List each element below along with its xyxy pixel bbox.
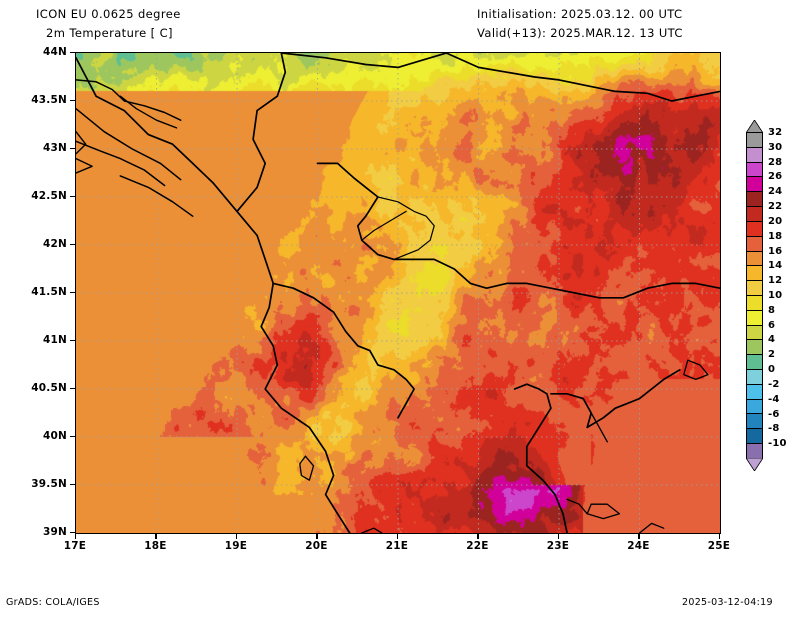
colorbar-over-arrow xyxy=(746,120,763,133)
latitude-tick-label: 39N xyxy=(43,526,67,538)
colorbar-tick-label: 10 xyxy=(768,290,783,301)
valid-time: Valid(+13): 2025.MAR.12. 13 UTC xyxy=(477,26,683,40)
colorbar: 32 30 28 26 24 22 20 18 16 14 12 10 8 6 4 2 0 -2 -4 -6 -8 -10 xyxy=(744,120,796,471)
colorbar-band xyxy=(747,162,762,178)
colorbar-tick-label: -2 xyxy=(768,378,780,390)
colorbar-band xyxy=(747,384,762,400)
colorbar-band xyxy=(747,399,762,415)
colorbar-tick-label: 20 xyxy=(768,215,783,227)
latitude-tick-label: 41.5N xyxy=(31,286,67,298)
longitude-tick-mark xyxy=(235,534,237,539)
temperature-field xyxy=(76,53,720,533)
latitude-tick-mark xyxy=(70,387,75,389)
latitude-tick-label: 43N xyxy=(43,142,67,154)
longitude-tick-label: 17E xyxy=(63,540,87,552)
colorbar-tick-label: 2 xyxy=(768,349,776,361)
credit-label: GrADS: COLA/IGES xyxy=(6,597,100,608)
colorbar-band xyxy=(747,133,762,148)
colorbar-band xyxy=(747,370,762,385)
colorbar-band xyxy=(747,221,762,237)
colorbar-band xyxy=(747,340,762,356)
longitude-tick-label: 25E xyxy=(707,540,731,552)
latitude-tick-label: 43.5N xyxy=(31,94,67,106)
colorbar-tick-label: 14 xyxy=(768,260,783,272)
latitude-tick-label: 42.5N xyxy=(31,190,67,202)
generated-timestamp: 2025-03-12-04:19 xyxy=(682,597,773,608)
colorbar-band xyxy=(747,355,762,370)
colorbar-bands xyxy=(746,132,763,459)
latitude-tick-mark xyxy=(70,435,75,437)
map-plot-area xyxy=(75,52,721,534)
latitude-tick-mark xyxy=(70,339,75,341)
colorbar-tick-label: 12 xyxy=(768,275,783,287)
colorbar-tick-label: 6 xyxy=(768,319,776,331)
longitude-tick-mark xyxy=(477,534,479,539)
colorbar-tick-label: 0 xyxy=(768,364,776,376)
model-title: ICON EU 0.0625 degree xyxy=(36,7,181,21)
colorbar-tick-label: -8 xyxy=(768,423,780,435)
colorbar-band xyxy=(747,251,762,267)
longitude-tick-label: 19E xyxy=(224,540,248,552)
latitude-tick-mark xyxy=(70,51,75,53)
colorbar-tick-label: 26 xyxy=(768,171,783,183)
colorbar-band xyxy=(747,207,762,222)
colorbar-band xyxy=(747,444,762,459)
longitude-tick-mark xyxy=(74,534,76,539)
colorbar-tick-label: 8 xyxy=(768,304,776,316)
longitude-tick-label: 24E xyxy=(627,540,650,552)
longitude-tick-label: 23E xyxy=(546,540,570,552)
latitude-tick-mark xyxy=(70,195,75,197)
latitude-tick-mark xyxy=(70,291,75,293)
initialisation-time: Initialisation: 2025.03.12. 00 UTC xyxy=(477,7,683,21)
colorbar-tick-label: 24 xyxy=(768,186,783,198)
colorbar-tick-label: 18 xyxy=(768,230,783,242)
colorbar-tick-label: 16 xyxy=(768,245,783,257)
colorbar-band xyxy=(747,429,762,445)
longitude-tick-mark xyxy=(718,534,720,539)
colorbar-tick-label: -10 xyxy=(768,438,787,450)
longitude-tick-label: 20E xyxy=(305,540,328,552)
colorbar-tick-label: 32 xyxy=(768,127,783,138)
variable-title: 2m Temperature [ C] xyxy=(46,26,173,40)
latitude-tick-mark xyxy=(70,147,75,149)
colorbar-band xyxy=(747,266,762,282)
colorbar-band xyxy=(747,147,762,163)
latitude-tick-label: 42N xyxy=(43,238,67,250)
colorbar-band xyxy=(747,414,762,430)
longitude-tick-label: 22E xyxy=(466,540,489,552)
colorbar-tick-label: 28 xyxy=(768,156,783,168)
latitude-tick-label: 40.5N xyxy=(31,382,67,394)
longitude-tick-mark xyxy=(316,534,318,539)
latitude-tick-label: 39.5N xyxy=(31,478,67,490)
longitude-tick-label: 21E xyxy=(385,540,409,552)
colorbar-under-arrow xyxy=(746,458,763,471)
longitude-tick-mark xyxy=(396,534,398,539)
longitude-tick-mark xyxy=(155,534,157,539)
colorbar-band xyxy=(747,310,762,326)
latitude-tick-label: 41N xyxy=(43,334,67,346)
colorbar-band xyxy=(747,192,762,208)
colorbar-tick-label: -6 xyxy=(768,408,780,420)
latitude-tick-label: 44N xyxy=(43,46,67,58)
latitude-tick-mark xyxy=(70,243,75,245)
colorbar-tick-label: 4 xyxy=(768,334,776,346)
latitude-tick-mark xyxy=(70,483,75,485)
latitude-tick-mark xyxy=(70,99,75,101)
colorbar-band xyxy=(747,295,762,311)
latitude-tick-mark xyxy=(70,531,75,533)
colorbar-tick-label: -4 xyxy=(768,393,780,405)
colorbar-band xyxy=(747,325,762,341)
colorbar-tick-label: 22 xyxy=(768,201,783,213)
colorbar-tick-label: 30 xyxy=(768,141,783,153)
colorbar-band xyxy=(747,236,762,252)
longitude-tick-mark xyxy=(557,534,559,539)
colorbar-band xyxy=(747,281,762,296)
longitude-tick-mark xyxy=(638,534,640,539)
latitude-tick-label: 40N xyxy=(43,430,67,442)
colorbar-band xyxy=(747,177,762,193)
longitude-tick-label: 18E xyxy=(144,540,167,552)
